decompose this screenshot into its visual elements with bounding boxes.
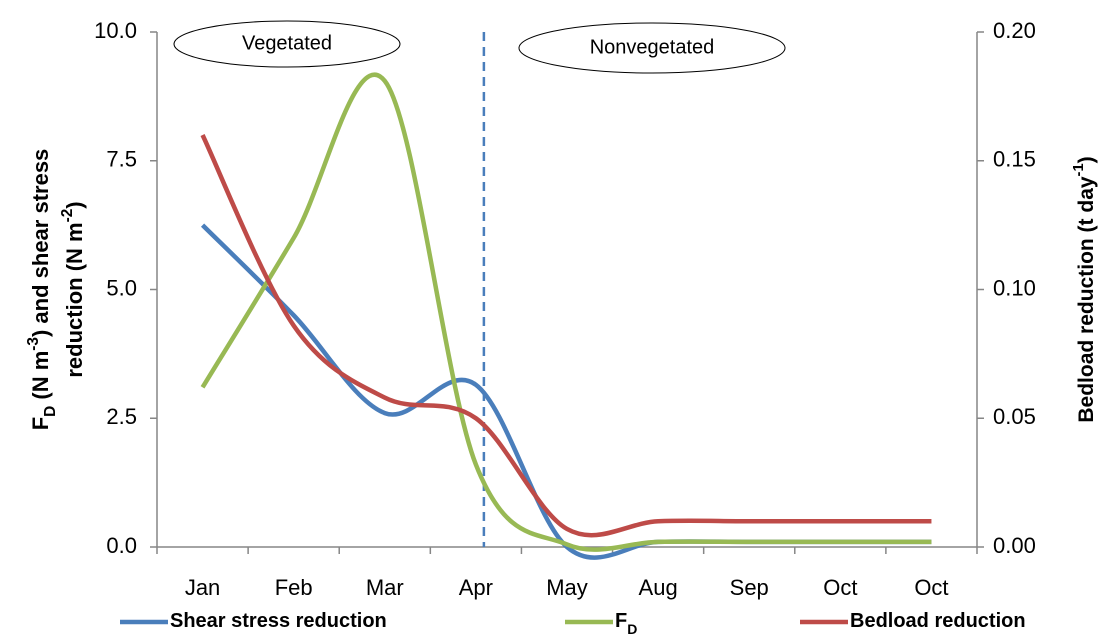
x-tick-label: Oct xyxy=(823,575,857,600)
label-part: F xyxy=(28,417,53,430)
y-axis-title-line: FD (N m-3) and shear stress xyxy=(25,149,59,431)
series-line xyxy=(200,223,932,560)
x-tick-label: Jan xyxy=(185,575,220,600)
x-tick-label: Aug xyxy=(639,575,678,600)
y-tick-label: 10.0 xyxy=(94,18,137,43)
legend-label: FD xyxy=(615,610,637,636)
y2-tick-label: 0.00 xyxy=(993,533,1036,558)
x-tick-label: May xyxy=(546,575,588,600)
label-part: -2 xyxy=(59,209,76,223)
label-part: D xyxy=(627,621,637,637)
x-tick-label: Feb xyxy=(275,575,313,600)
series-line xyxy=(200,134,932,538)
y-tick-label: 0.0 xyxy=(106,533,137,558)
label-part: Shear stress reduction xyxy=(170,610,387,632)
label-part: (N m xyxy=(28,351,53,406)
y2-tick-label: 0.15 xyxy=(993,147,1036,172)
y-axis-title: FD (N m-3) and shear stress reduction (N … xyxy=(25,149,87,431)
annotation-ellipse xyxy=(173,20,401,68)
annotation-ellipse xyxy=(518,22,786,74)
label-part: ) xyxy=(1075,156,1098,163)
y2-tick-label: 0.20 xyxy=(993,18,1036,43)
y-tick-label: 5.0 xyxy=(106,275,137,300)
label-part: D xyxy=(42,406,59,417)
annotation: Nonvegetated xyxy=(590,36,715,58)
x-tick-label: Sep xyxy=(730,575,769,600)
label-part: Bedload reduction xyxy=(850,610,1026,632)
series-line xyxy=(200,72,932,552)
legend-label: Bedload reduction xyxy=(850,610,1026,632)
x-tick-label: Mar xyxy=(366,575,404,600)
label-part: reduction (N m xyxy=(62,222,87,377)
label-part: ) and shear stress xyxy=(28,149,53,337)
y-axis-title-line: reduction (N m-2) xyxy=(59,201,87,377)
label-part: -3 xyxy=(25,337,42,351)
label-part: -1 xyxy=(1071,163,1087,176)
label-part: F xyxy=(615,610,627,632)
y-tick-label: 7.5 xyxy=(106,147,137,172)
label-part: Bedload reduction (t day xyxy=(1075,176,1098,423)
x-tick-label: Apr xyxy=(459,575,493,600)
label-part: ) xyxy=(62,201,87,208)
annotation: Vegetated xyxy=(242,32,332,54)
legend-label: Shear stress reduction xyxy=(170,610,387,632)
y2-axis-title: Bedload reduction (t day-1) xyxy=(1071,156,1098,422)
x-tick-label: Oct xyxy=(914,575,948,600)
y2-tick-label: 0.10 xyxy=(993,275,1036,300)
y-tick-label: 2.5 xyxy=(106,404,137,429)
y2-tick-label: 0.05 xyxy=(993,404,1036,429)
